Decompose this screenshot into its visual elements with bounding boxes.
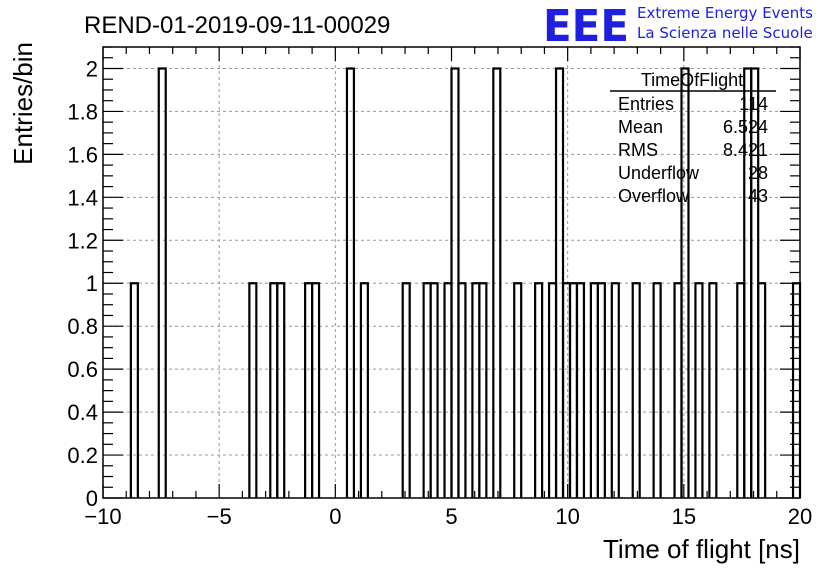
histogram-bin <box>534 282 544 498</box>
histogram-bin <box>757 282 767 498</box>
x-tick-label: 10 <box>555 504 579 529</box>
histogram-bin <box>610 282 620 498</box>
histogram-bin <box>345 67 356 498</box>
chart-title: REND-01-2019-09-11-00029 <box>84 12 390 39</box>
stats-row-value: 114 <box>739 94 768 114</box>
stats-row-value: 8.421 <box>723 140 768 160</box>
histogram-bin <box>708 282 718 498</box>
stats-row-value: 43 <box>748 186 768 206</box>
y-tick-label: 0.8 <box>67 314 98 339</box>
eee-logo-line2: La Scienza nelle Scuole <box>637 24 813 42</box>
y-tick-label: 2 <box>86 56 98 81</box>
stats-row-label: RMS <box>618 140 658 160</box>
y-tick-label: 1.8 <box>67 99 98 124</box>
stats-box: TimeOfFlight Entries 114 Mean 6.524 RMS 8.421… <box>610 70 776 206</box>
histogram-bin <box>596 282 606 498</box>
y-tick-label: 1.4 <box>67 185 98 210</box>
stats-row-label: Entries <box>618 94 674 114</box>
x-tick-label: −5 <box>207 504 232 529</box>
histogram-bin <box>129 282 139 498</box>
histogram-bin <box>478 282 488 498</box>
y-tick-label: 1.2 <box>67 228 98 253</box>
histogram-bin <box>248 282 258 498</box>
x-axis-ticks: −10 −5 0 5 10 15 20 <box>84 47 812 529</box>
x-axis-label: Time of flight [ns] <box>603 534 800 564</box>
histogram-bin <box>401 282 411 498</box>
eee-logo-mark: EEE <box>543 1 629 52</box>
y-tick-label: 1.6 <box>67 142 98 167</box>
histogram-bin <box>652 282 662 498</box>
x-tick-label: 0 <box>329 504 341 529</box>
x-tick-label: −10 <box>84 504 121 529</box>
y-axis-label: Entries/bin <box>8 42 38 165</box>
y-tick-label: 0 <box>86 486 98 511</box>
stats-row-value: 6.524 <box>723 117 768 137</box>
histogram-bin <box>631 282 641 498</box>
y-axis-ticks: 0 0.2 0.4 0.6 0.8 1 1.2 1.4 1.6 1.8 2 <box>67 46 800 511</box>
x-tick-label: 20 <box>788 504 812 529</box>
histogram-bin <box>457 282 467 498</box>
histogram-bin <box>311 282 321 498</box>
histogram-bin <box>492 67 502 498</box>
stats-title: TimeOfFlight <box>641 70 743 90</box>
stats-row-value: 28 <box>748 163 768 183</box>
y-tick-label: 0.6 <box>67 357 98 382</box>
y-tick-label: 0.2 <box>67 443 98 468</box>
stats-rows: Entries 114 Mean 6.524 RMS 8.421 Underflow 28 Ov… <box>618 94 768 206</box>
histogram-bin <box>429 282 439 498</box>
histogram-bin <box>694 282 704 498</box>
histogram-bin <box>575 282 586 498</box>
histogram-bin <box>359 282 369 498</box>
histogram-bin <box>513 282 523 498</box>
histogram-bin <box>157 67 167 498</box>
stats-row-label: Overflow <box>618 186 690 206</box>
eee-logo-line1: Extreme Energy Events <box>637 4 813 22</box>
x-tick-label: 5 <box>445 504 457 529</box>
y-tick-label: 1 <box>86 271 98 296</box>
y-tick-label: 0.4 <box>67 400 98 425</box>
stats-row-label: Underflow <box>618 163 700 183</box>
stats-row-label: Mean <box>618 117 663 137</box>
x-tick-label: 15 <box>672 504 696 529</box>
histogram-bin <box>276 282 286 498</box>
histogram-bin <box>680 67 690 498</box>
eee-logo: EEE Extreme Energy Events La Scienza nel… <box>543 1 813 52</box>
